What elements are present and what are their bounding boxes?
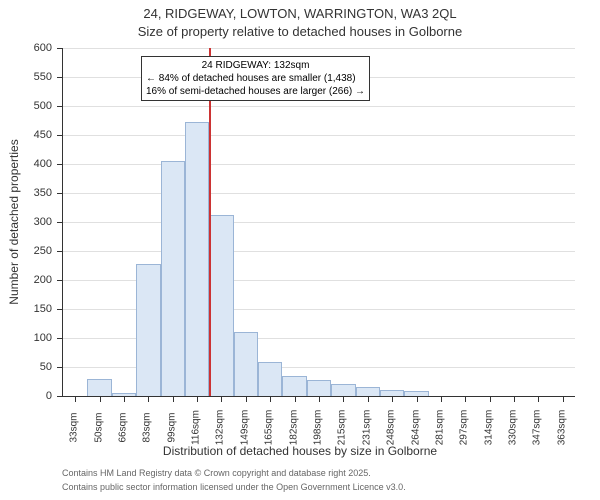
histogram-bar [209,215,233,396]
y-tick [57,309,63,310]
x-tick [295,396,296,402]
gridline-h [63,222,575,223]
chart-title-line2: Size of property relative to detached ho… [0,24,600,39]
gridline-h [63,193,575,194]
x-tick [148,396,149,402]
y-tick-label: 500 [0,100,52,112]
x-tick-label: 330sqm [508,410,519,446]
y-tick-label: 450 [0,129,52,141]
chart-container: 24, RIDGEWAY, LOWTON, WARRINGTON, WA3 2Q… [0,0,600,500]
y-tick [57,222,63,223]
y-tick [57,106,63,107]
x-tick [221,396,222,402]
x-tick [368,396,369,402]
x-tick-label: 297sqm [459,410,470,446]
x-tick-label: 248sqm [386,410,397,446]
x-tick [417,396,418,402]
x-tick-label: 215sqm [337,410,348,446]
x-tick-label: 83sqm [142,412,153,442]
x-tick [100,396,101,402]
y-tick-label: 300 [0,216,52,228]
y-tick-label: 350 [0,187,52,199]
gridline-h [63,164,575,165]
x-tick [563,396,564,402]
y-tick-label: 400 [0,158,52,170]
gridline-h [63,135,575,136]
x-tick [197,396,198,402]
x-tick-label: 182sqm [288,410,299,446]
y-tick [57,251,63,252]
y-tick [57,280,63,281]
y-tick-label: 50 [0,361,52,373]
histogram-bar [136,264,160,396]
x-tick-label: 66sqm [117,412,128,442]
histogram-bar [234,332,258,396]
x-tick [465,396,466,402]
gridline-h [63,48,575,49]
x-tick-label: 363sqm [556,410,567,446]
x-tick-label: 132sqm [215,410,226,446]
x-tick-label: 264sqm [410,410,421,446]
histogram-bar [161,161,185,396]
y-tick [57,367,63,368]
x-tick [246,396,247,402]
footer-line2: Contains public sector information licen… [62,482,600,492]
y-tick [57,164,63,165]
x-tick-label: 231sqm [361,410,372,446]
histogram-bar [282,376,306,396]
x-tick-label: 198sqm [313,410,324,446]
x-tick [392,396,393,402]
y-tick-label: 600 [0,42,52,54]
x-tick-label: 281sqm [434,410,445,446]
gridline-h [63,251,575,252]
y-tick [57,338,63,339]
x-tick [514,396,515,402]
x-tick [124,396,125,402]
x-tick [441,396,442,402]
y-tick-label: 250 [0,245,52,257]
y-tick-label: 100 [0,332,52,344]
y-tick-label: 200 [0,274,52,286]
y-tick [57,48,63,49]
x-tick [75,396,76,402]
x-tick [173,396,174,402]
x-tick-label: 347sqm [532,410,543,446]
x-tick-label: 165sqm [264,410,275,446]
x-tick-label: 99sqm [166,412,177,442]
histogram-bar [258,362,282,396]
y-tick-label: 0 [0,390,52,402]
x-axis-title: Distribution of detached houses by size … [0,444,600,458]
x-tick [538,396,539,402]
annotation-box: 24 RIDGEWAY: 132sqm← 84% of detached hou… [141,56,370,101]
histogram-bar [185,122,209,396]
histogram-bar [331,384,355,396]
histogram-bar [87,379,111,396]
gridline-h [63,106,575,107]
x-tick [343,396,344,402]
histogram-bar [356,387,380,396]
y-tick [57,135,63,136]
histogram-bar [307,380,331,396]
y-tick-label: 150 [0,303,52,315]
y-tick [57,77,63,78]
y-tick [57,396,63,397]
annotation-line: 24 RIDGEWAY: 132sqm [146,59,365,72]
x-tick [319,396,320,402]
plot-area: 24 RIDGEWAY: 132sqm← 84% of detached hou… [62,48,575,397]
x-tick [270,396,271,402]
x-tick [490,396,491,402]
y-tick [57,193,63,194]
x-tick-label: 314sqm [483,410,494,446]
annotation-line: 16% of semi-detached houses are larger (… [146,85,365,98]
chart-title-line1: 24, RIDGEWAY, LOWTON, WARRINGTON, WA3 2Q… [0,6,600,21]
annotation-line: ← 84% of detached houses are smaller (1,… [146,72,365,85]
x-tick-label: 116sqm [191,410,202,445]
x-tick-label: 33sqm [69,412,80,442]
x-tick-label: 50sqm [93,412,104,442]
y-tick-label: 550 [0,71,52,83]
x-tick-label: 149sqm [239,410,250,446]
footer-line1: Contains HM Land Registry data © Crown c… [62,468,600,478]
